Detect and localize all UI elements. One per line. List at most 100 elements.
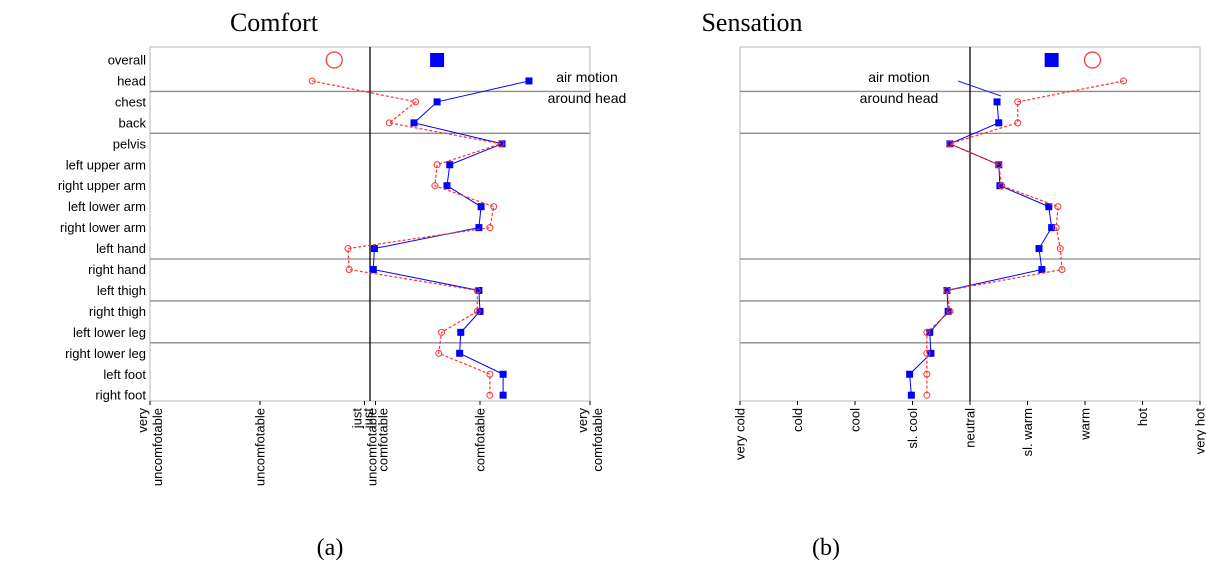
category-label-right-lower-leg: right lower leg (65, 346, 146, 361)
sensation-point-blue-right-hand (1038, 266, 1046, 273)
category-label-right-hand: right hand (88, 262, 146, 277)
sensation-point-blue-overall (1044, 53, 1059, 67)
sensation-point-red-right-lower-leg (923, 349, 931, 357)
sensation-chart-title: Sensation (701, 8, 802, 37)
sensation-x-tick-label-cool: cool (848, 408, 863, 432)
comfort-point-red-right-lower-arm (486, 224, 494, 232)
sensation-point-blue-left-foot (906, 370, 914, 378)
comfort-point-red-left-hand (344, 245, 352, 253)
sensation-point-blue-right-lower-leg (927, 349, 935, 357)
sensation-series-line-red (926, 80, 1124, 396)
sensation-point-blue-right-upper-arm (996, 182, 1004, 190)
sensation-point-red-right-lower-arm (1052, 224, 1060, 232)
comfort-x-tick-label-very-comfotable: very comfotable (575, 408, 605, 472)
category-label-head: head (117, 73, 146, 88)
category-label-chest: chest (115, 94, 146, 109)
comfort-x-tick-label-very-uncomfotable: very uncomfotable (135, 408, 165, 487)
sensation-point-red-left-lower-arm (1054, 203, 1062, 211)
category-label-left-foot: left foot (103, 367, 146, 382)
comfort-point-red-left-foot (486, 370, 494, 378)
comfort-x-tick-text: uncomfotable (150, 408, 165, 486)
sensation-x-tick-label-warm: warm (1078, 408, 1093, 441)
sensation-x-tick-text: very hot (1193, 408, 1206, 455)
sensation-x-tick-label-sl-warm: sl. warm (1020, 408, 1035, 456)
comfort-point-red-right-upper-arm (431, 182, 439, 190)
category-label-right-foot: right foot (95, 388, 146, 403)
category-label-left-lower-leg: left lower leg (73, 325, 146, 340)
comfort-annotation-text: air motion (556, 69, 617, 85)
sensation-x-tick-label-hot: hot (1135, 408, 1150, 426)
sensation-point-blue-left-hand (1035, 245, 1043, 253)
comfort-point-blue-pelvis (498, 140, 506, 148)
comfort-point-blue-left-lower-leg (457, 328, 465, 336)
comfort-panel: Comfort overall head chest back pelvis left u… (58, 8, 626, 561)
comfort-x-tick-text: comfotable (473, 408, 488, 472)
category-label-left-thigh: left thigh (97, 283, 146, 298)
sensation-point-red-left-lower-leg (923, 328, 931, 336)
comfort-point-red-overall (325, 51, 343, 69)
sensation-x-tick-text: hot (1135, 408, 1150, 426)
comfort-x-tick-text: comfotable (590, 408, 605, 472)
sensation-annotation-text: around head (860, 90, 939, 106)
sensation-x-tick-text: cool (848, 408, 863, 432)
sensation-x-tick-text: very cold (733, 408, 748, 460)
sensation-x-tick-text: warm (1078, 408, 1093, 441)
comfort-point-blue-overall (430, 53, 445, 67)
comfort-point-blue-left-foot (499, 370, 507, 378)
category-label-right-lower-arm: right lower arm (60, 220, 146, 235)
sensation-point-blue-left-thigh (943, 286, 951, 294)
comfort-panel-caption: (a) (317, 535, 344, 561)
comfort-point-red-right-thigh (473, 307, 481, 315)
sensation-point-red-left-foot (923, 370, 931, 378)
sensation-point-blue-back (995, 119, 1003, 127)
comfort-point-blue-head (525, 77, 533, 85)
comfort-point-red-left-thigh (473, 286, 481, 294)
comfort-x-tick-label-just-uncomfotable: just uncomfotable (350, 408, 380, 486)
sensation-point-red-left-upper-arm (995, 161, 1003, 169)
comfort-point-blue-right-hand (369, 266, 377, 273)
sensation-point-blue-right-thigh (944, 307, 952, 315)
sensation-x-tick-label-sl-cool: sl. cool (905, 408, 920, 449)
category-label-overall: overall (108, 53, 146, 68)
comfort-point-red-back (385, 119, 393, 127)
category-label-left-upper-arm: left upper arm (66, 157, 146, 172)
sensation-annotation-text: air motion (868, 69, 929, 85)
sensation-annotation-pointer (957, 80, 1002, 97)
comfort-x-tick-text: just (350, 408, 365, 430)
sensation-x-tick-label-neutral: neutral (963, 408, 978, 448)
comfort-series-line-blue (372, 80, 530, 396)
sensation-point-red-head (1120, 77, 1128, 85)
category-label-left-lower-arm: left lower arm (68, 199, 146, 214)
comfort-x-tick-label-uncomfotable: uncomfotable (253, 408, 268, 486)
comfort-point-blue-left-upper-arm (446, 161, 454, 169)
comfort-x-tick-label-just-comfotable: just comfotable (361, 408, 391, 472)
comfort-point-blue-back (410, 119, 418, 127)
category-label-left-hand: left hand (96, 241, 146, 256)
sensation-point-red-right-hand (1058, 266, 1066, 273)
sensation-point-blue-left-lower-arm (1045, 203, 1053, 211)
sensation-panel-caption: (b) (812, 535, 840, 561)
sensation-x-tick-text: sl. cool (905, 408, 920, 449)
sensation-point-red-left-hand (1056, 245, 1064, 253)
comfort-point-red-left-upper-arm (433, 161, 441, 169)
comfort-point-blue-left-thigh (475, 286, 483, 294)
sensation-x-tick-text: sl. warm (1020, 408, 1035, 456)
comfort-point-blue-right-lower-arm (475, 224, 483, 232)
comfort-point-red-left-lower-leg (438, 328, 445, 336)
sensation-point-red-overall (1083, 51, 1102, 69)
sensation-x-tick-label-cold: cold (790, 408, 805, 432)
sensation-point-red-pelvis (946, 140, 954, 148)
comfort-x-tick-label-comfotable: comfotable (473, 408, 488, 472)
sensation-point-blue-right-lower-arm (1048, 224, 1056, 232)
sensation-point-blue-right-foot (907, 391, 915, 399)
sensation-point-red-right-thigh (946, 307, 954, 315)
comfort-point-red-right-foot (486, 391, 494, 399)
comfort-x-tick-text: very (135, 408, 150, 433)
comfort-point-red-pelvis (497, 140, 505, 148)
comfort-x-tick-text: uncomfotable (365, 408, 380, 486)
category-label-back: back (119, 115, 147, 130)
sensation-panel: Sensation very cold cold cool sl. cool neutr… (701, 8, 1206, 561)
comfort-x-tick-text: just (361, 408, 376, 430)
comfort-point-blue-chest (433, 98, 441, 106)
